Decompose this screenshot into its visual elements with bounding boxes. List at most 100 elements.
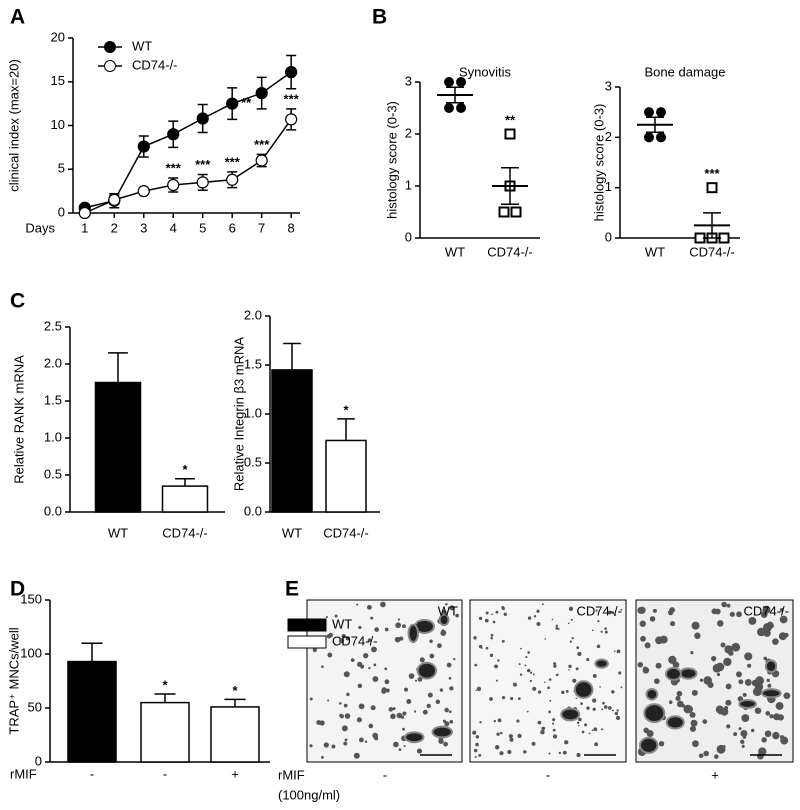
cell [740,739,745,745]
cell [555,626,559,630]
cell [494,664,498,669]
x-tick-label: + [231,766,239,781]
cell [438,738,444,744]
cell [398,636,404,641]
bar [210,706,260,763]
cell [588,732,591,735]
cell [327,699,330,702]
y-tick-label: 0 [58,204,65,219]
y-tick-label: 0 [605,229,612,244]
cell [367,604,372,610]
cell [766,678,770,682]
cell [406,698,412,704]
cell [607,706,612,710]
point [504,128,516,140]
cell [368,723,374,729]
cell [419,657,425,663]
y-tick-label: 2.0 [244,307,262,322]
cell [738,679,744,685]
cell [326,634,332,639]
cell [637,661,644,668]
cell [691,689,698,696]
cell [372,676,379,682]
marker [108,193,121,206]
cell [493,719,497,723]
legend-label: CD74-/- [332,633,378,648]
cell [371,646,377,653]
cell [775,702,784,710]
cell [604,630,608,634]
cell [726,603,731,608]
cell [601,728,604,731]
marker [226,97,239,110]
cell [485,611,489,615]
chart-title: Bone damage [645,64,726,79]
cell [757,752,764,760]
cell [309,744,313,748]
x-tick-label: 4 [170,220,177,235]
legend-label: CD74-/- [132,57,178,72]
annotation: * [232,683,238,698]
x-tick-label: WT [445,244,465,259]
cell [532,686,537,691]
cell [757,627,766,637]
y-tick-label: 0.5 [244,454,262,469]
marker [255,154,268,167]
cell [524,664,527,667]
cell [721,601,727,608]
y-tick-label: 2.0 [44,355,62,370]
cell [339,702,342,705]
osteoclast [679,667,698,680]
cell [358,703,365,710]
cell [553,664,557,668]
cell [373,736,379,741]
cell [536,622,541,627]
cell [675,695,681,702]
cell [344,738,348,742]
cell [718,710,722,715]
cell [568,669,570,671]
cell [474,663,478,667]
cell [575,667,579,671]
bar [67,660,117,763]
cell [499,751,504,756]
y-tick-label: 0 [35,753,42,768]
cell [616,709,619,712]
cell [764,730,772,738]
treatment-value: - [546,767,550,782]
marker [285,66,298,79]
cell [443,741,448,747]
cell [520,647,522,650]
cell [552,718,556,722]
cell [750,728,755,733]
cell [353,752,360,759]
cell [773,713,781,721]
cell [449,605,455,611]
cell [397,618,400,621]
cell [390,713,396,720]
y-tick-label: 150 [20,591,42,606]
y-tick-label: 2 [405,125,412,140]
bar [94,381,142,513]
cell [783,692,791,700]
marker [285,113,298,126]
cell [772,638,779,645]
annotation: ** [241,95,252,110]
cell [591,629,594,632]
cell [479,721,482,724]
cell [381,688,387,694]
cell [495,679,498,682]
y-tick-label: 50 [28,699,42,714]
cell [404,687,409,692]
cell [345,636,351,641]
cell [356,603,359,606]
point [644,132,654,143]
annotation: *** [254,137,270,152]
cell [613,650,616,653]
treatment-label: rMIF [278,767,305,782]
cell [578,717,582,722]
marker [137,140,150,153]
y-tick-label: 0.0 [244,503,262,518]
cell [429,653,435,659]
cell [593,727,598,732]
